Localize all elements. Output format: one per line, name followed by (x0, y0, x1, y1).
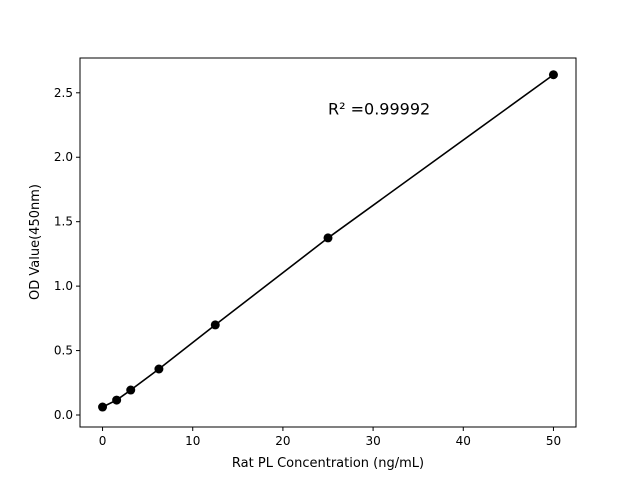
x-tick-label: 20 (275, 434, 290, 448)
data-marks (98, 70, 558, 412)
data-point (126, 385, 136, 395)
y-axis: 0.0 0.5 1.0 1.5 2.0 2.5 (54, 86, 80, 422)
data-point (323, 233, 333, 243)
y-tick-label: 1.0 (54, 279, 73, 293)
r-squared-annotation: R² =0.99992 (328, 99, 430, 118)
plot-frame (79, 57, 577, 428)
y-tick-label: 0.0 (54, 408, 73, 422)
y-tick-label: 2.0 (54, 150, 73, 164)
data-point (548, 70, 558, 80)
y-tick-label: 1.5 (54, 215, 73, 229)
x-tick-label: 0 (99, 434, 107, 448)
data-point (210, 320, 220, 330)
x-tick-label: 40 (456, 434, 471, 448)
x-tick-label: 30 (365, 434, 380, 448)
x-tick-label: 50 (546, 434, 561, 448)
x-tick-label: 10 (185, 434, 200, 448)
y-axis-label: OD Value(450nm) (28, 184, 43, 300)
x-axis-label: Rat PL Concentration (ng/mL) (232, 456, 424, 471)
y-tick-label: 0.5 (54, 344, 73, 358)
data-point (98, 402, 108, 412)
y-tick-label: 2.5 (54, 86, 73, 100)
data-point (154, 364, 164, 374)
x-axis: 0 10 20 30 40 50 (99, 427, 561, 448)
data-point (112, 395, 122, 405)
